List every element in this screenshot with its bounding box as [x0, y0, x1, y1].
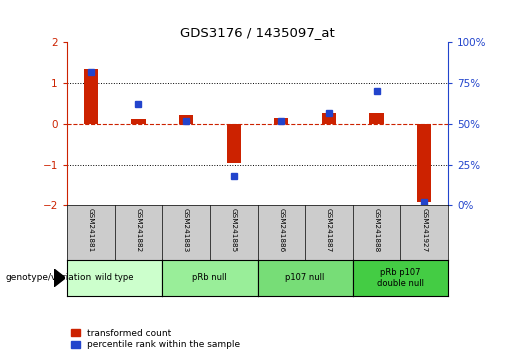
- Bar: [322, 113, 336, 124]
- Text: GSM241927: GSM241927: [421, 208, 427, 252]
- Title: GDS3176 / 1435097_at: GDS3176 / 1435097_at: [180, 25, 335, 39]
- Bar: [417, 124, 432, 202]
- Bar: [227, 124, 241, 162]
- Text: GSM241883: GSM241883: [183, 208, 189, 252]
- Text: GSM241887: GSM241887: [326, 208, 332, 252]
- Bar: [83, 69, 98, 124]
- Bar: [131, 119, 146, 124]
- Text: GSM241881: GSM241881: [88, 208, 94, 252]
- Polygon shape: [54, 269, 65, 287]
- Text: genotype/variation: genotype/variation: [5, 273, 91, 282]
- Text: pRb null: pRb null: [193, 273, 227, 282]
- Text: GSM241888: GSM241888: [373, 208, 380, 252]
- Text: GSM241886: GSM241886: [278, 208, 284, 252]
- Text: wild type: wild type: [95, 273, 134, 282]
- Bar: [179, 115, 193, 124]
- Bar: [274, 118, 288, 124]
- Text: p107 null: p107 null: [285, 273, 325, 282]
- Text: GSM241882: GSM241882: [135, 208, 142, 252]
- Bar: [369, 113, 384, 124]
- Text: pRb p107
double null: pRb p107 double null: [377, 268, 424, 287]
- Text: GSM241885: GSM241885: [231, 208, 237, 252]
- Legend: transformed count, percentile rank within the sample: transformed count, percentile rank withi…: [72, 329, 240, 349]
